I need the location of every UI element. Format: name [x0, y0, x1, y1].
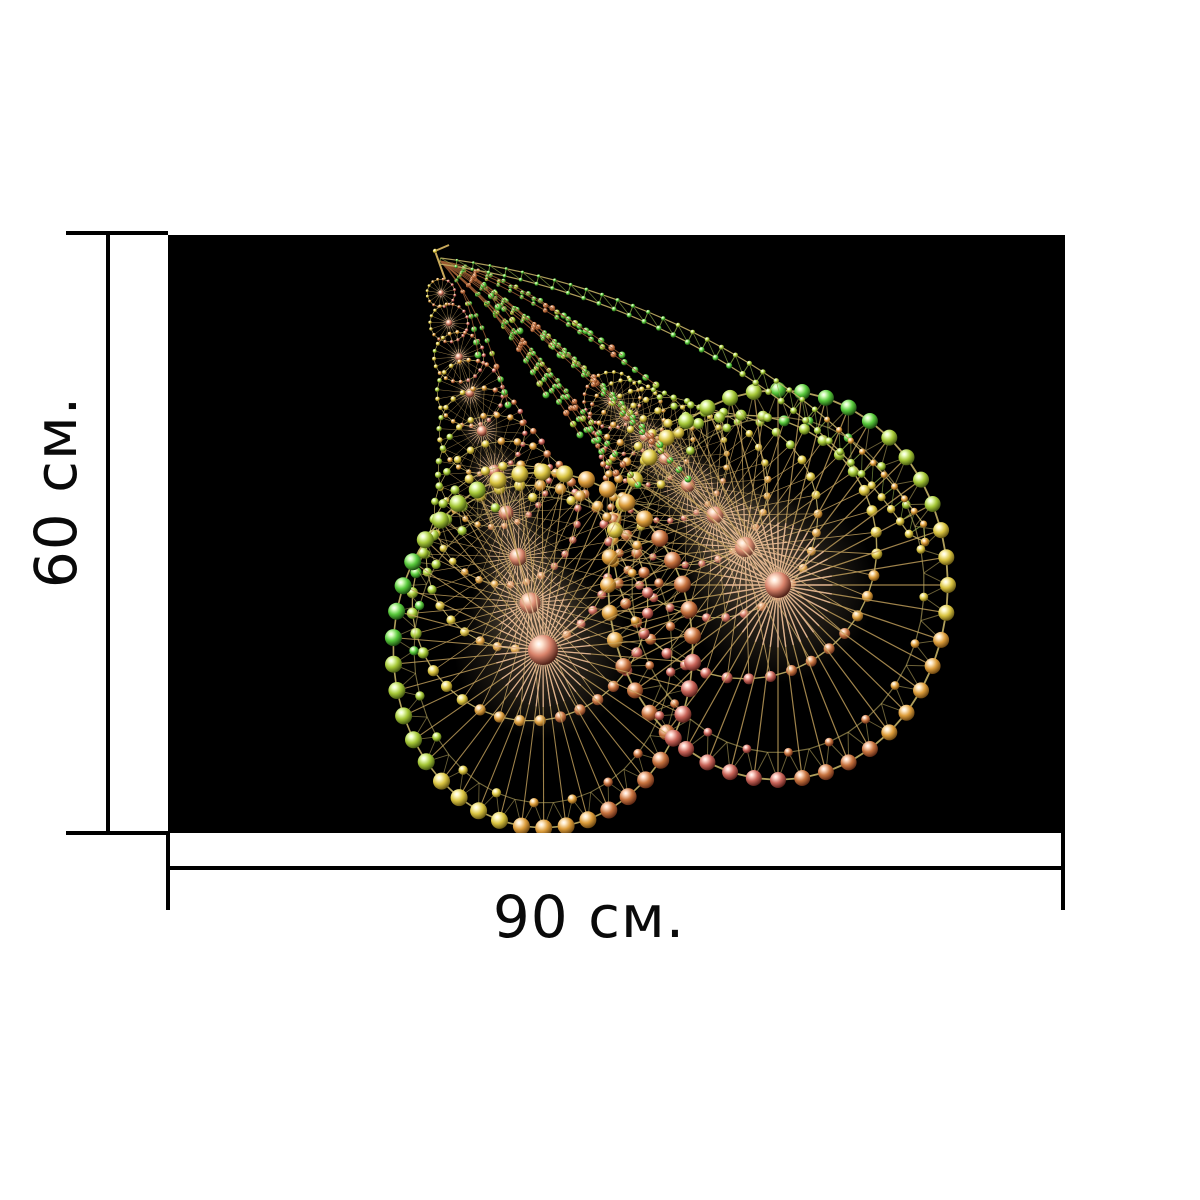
width-dimension-tick-left: [166, 832, 170, 910]
height-dimension-tick-bottom: [66, 831, 168, 835]
height-value: 60 см.: [22, 395, 90, 589]
width-dimension-label: 90 см.: [493, 888, 685, 946]
height-dimension-line: [106, 235, 110, 833]
width-value: 90 см.: [492, 883, 686, 951]
width-dimension-tick-right: [1061, 832, 1065, 910]
poster-preview: [168, 235, 1065, 833]
width-dimension-line: [168, 866, 1065, 870]
fractal-artwork: [384, 244, 956, 833]
height-dimension-label: 60 см.: [22, 396, 90, 588]
height-dimension-tick-top: [66, 231, 168, 235]
